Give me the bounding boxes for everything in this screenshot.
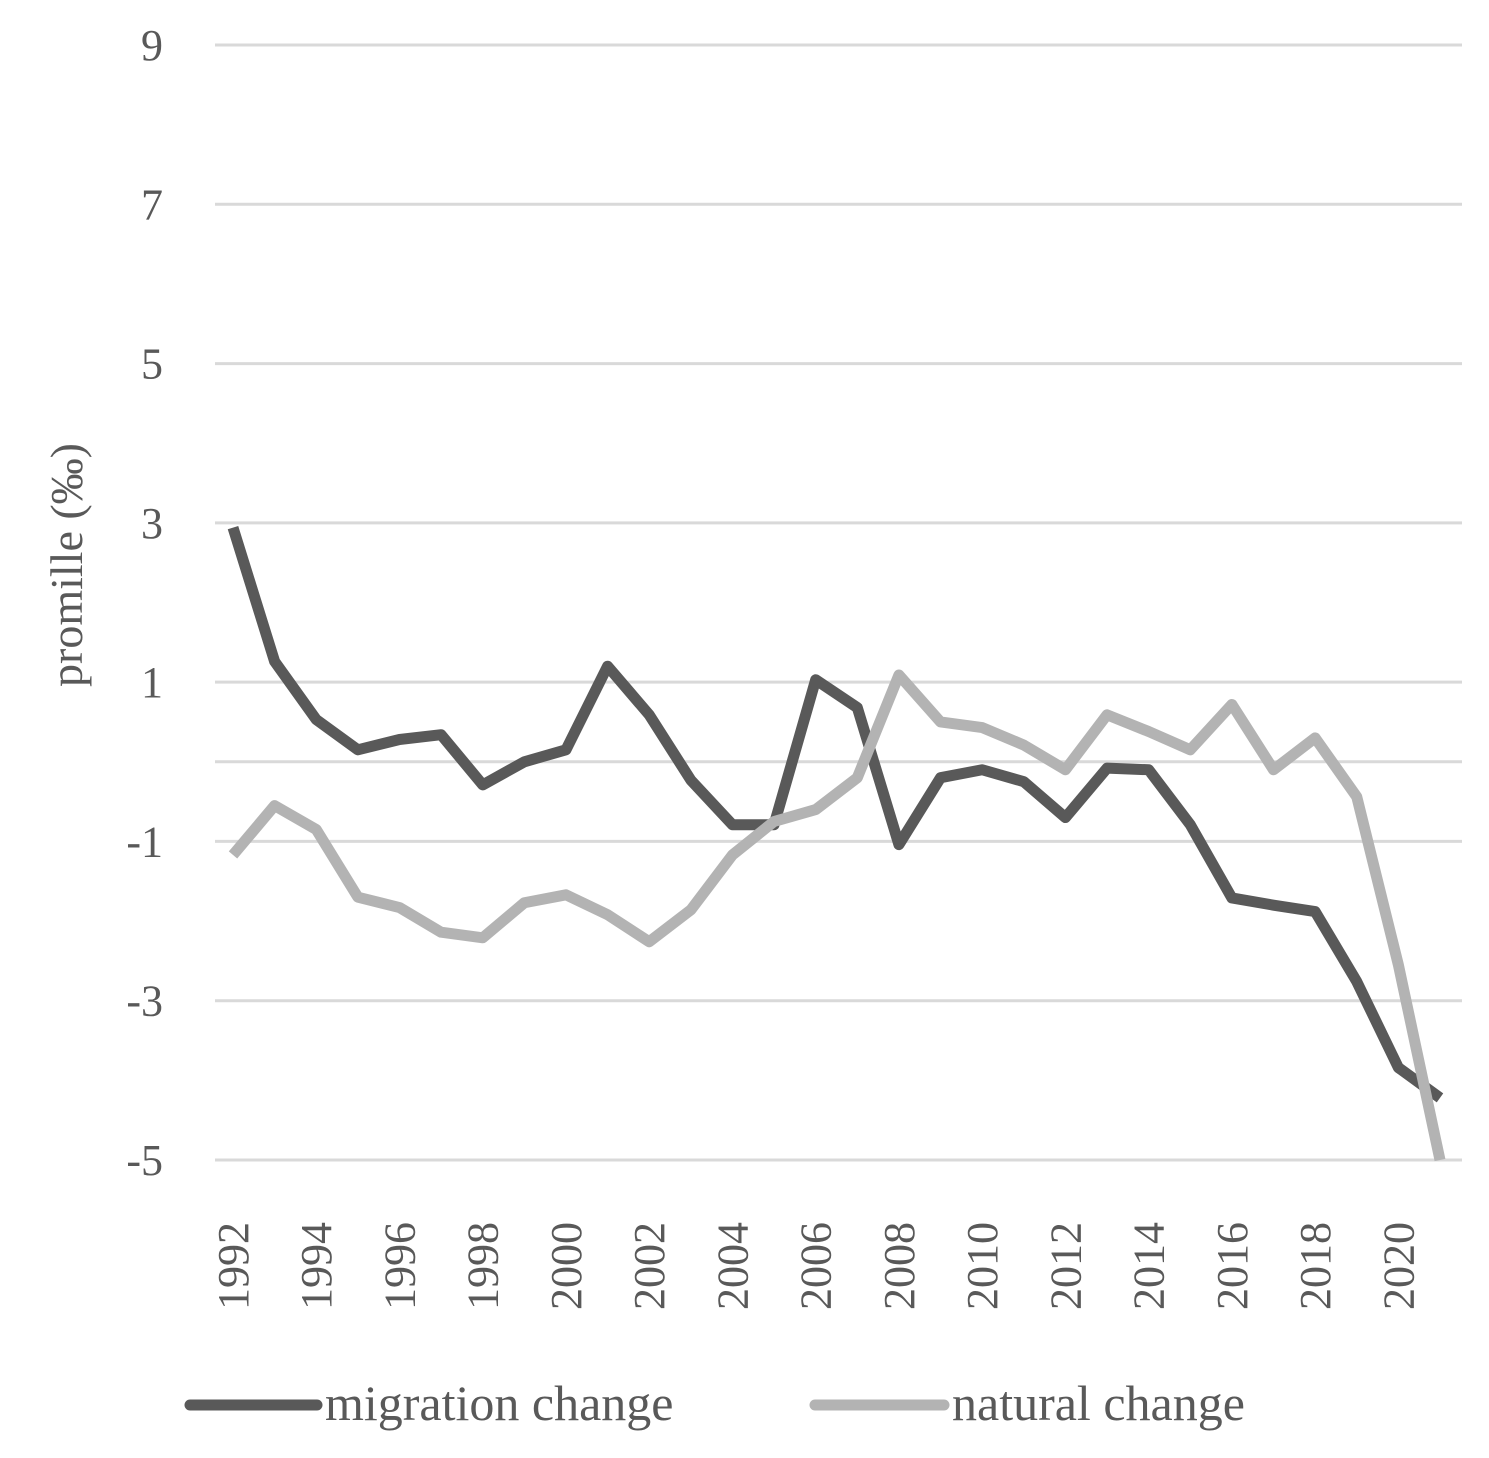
y-tick-label: 1 xyxy=(141,658,163,707)
x-tick-label: 2006 xyxy=(792,1222,841,1310)
x-tick-label: 2000 xyxy=(542,1222,591,1310)
x-tick-label: 2020 xyxy=(1374,1222,1423,1310)
x-tick-label: 1996 xyxy=(375,1222,424,1310)
y-tick-label: -1 xyxy=(126,817,163,866)
x-axis-ticks: 1992 1994 1996 1998 2000 2002 2004 2006 2008 2010… xyxy=(209,1222,1423,1310)
x-tick-label: 1992 xyxy=(209,1222,258,1310)
series-lines xyxy=(227,526,1446,1162)
x-tick-label: 1998 xyxy=(459,1222,508,1310)
y-tick-label: -3 xyxy=(126,977,163,1026)
x-tick-label: 2008 xyxy=(875,1222,924,1310)
series-line-natural-change xyxy=(228,669,1446,1162)
gridlines xyxy=(215,43,1462,1162)
y-tick-label: 9 xyxy=(141,21,163,70)
y-axis-label: promille (‰) xyxy=(41,443,92,687)
y-tick-label: -5 xyxy=(126,1136,163,1185)
x-tick-label: 2004 xyxy=(708,1222,757,1310)
legend-label: migration change xyxy=(325,1375,674,1431)
y-axis-ticks: 9 7 5 3 1 -1 -3 -5 xyxy=(126,21,163,1185)
x-tick-label: 2002 xyxy=(625,1222,674,1310)
x-tick-label: 2012 xyxy=(1041,1222,1090,1310)
y-tick-label: 5 xyxy=(141,340,163,389)
x-tick-label: 2016 xyxy=(1208,1222,1257,1310)
x-tick-label: 2014 xyxy=(1125,1222,1174,1310)
legend-label: natural change xyxy=(952,1375,1245,1431)
series-line-migration-change xyxy=(227,526,1444,1103)
legend: migration change natural change xyxy=(184,1375,1245,1431)
y-tick-label: 3 xyxy=(141,499,163,548)
x-tick-label: 2010 xyxy=(958,1222,1007,1310)
x-tick-label: 2018 xyxy=(1291,1222,1340,1310)
x-tick-label: 1994 xyxy=(292,1222,341,1310)
y-tick-label: 7 xyxy=(141,180,163,229)
